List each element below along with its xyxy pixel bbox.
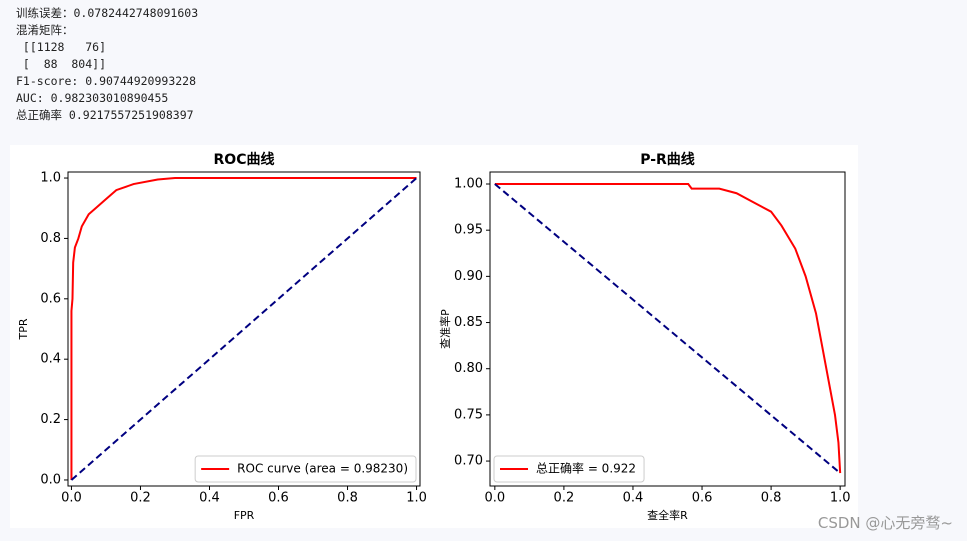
y-tick-label: 0.8 xyxy=(40,231,61,246)
x-tick-label: 0.4 xyxy=(199,491,220,506)
chart-title: P-R曲线 xyxy=(640,151,695,168)
series-line xyxy=(494,183,842,474)
y-tick-label: 0.70 xyxy=(454,454,483,469)
console-line: 混淆矩阵： xyxy=(16,23,74,37)
y-tick-label: 1.00 xyxy=(454,177,483,192)
y-axis-label: 查准率P xyxy=(438,309,452,349)
y-tick-label: 0.90 xyxy=(454,269,483,284)
plot-frame xyxy=(489,171,846,487)
x-tick-label: 0.8 xyxy=(337,491,358,506)
y-tick-label: 0.80 xyxy=(454,361,483,376)
x-tick-label: 0.6 xyxy=(268,491,289,506)
x-tick-label: 0.6 xyxy=(692,491,713,506)
watermark: CSDN @心无旁骛~ xyxy=(817,514,953,532)
y-axis-label: TPR xyxy=(17,318,30,340)
y-tick-label: 0.6 xyxy=(40,291,61,306)
plot-frame xyxy=(67,171,421,487)
console-line: AUC: 0.982303010890455 xyxy=(16,91,169,105)
console-line: [ 88 804]] xyxy=(16,57,107,71)
x-tick-label: 0.8 xyxy=(761,491,782,506)
series-line xyxy=(70,177,418,481)
y-tick-label: 0.2 xyxy=(40,412,61,427)
x-tick-label: 1.0 xyxy=(830,491,851,506)
series-line xyxy=(70,177,417,480)
console-line: 训练误差：0.0782442748091603 xyxy=(16,6,199,20)
legend-box xyxy=(194,455,417,483)
x-tick-label: 0.2 xyxy=(130,491,151,506)
y-tick-label: 0.75 xyxy=(454,407,483,422)
y-tick-label: 0.85 xyxy=(454,315,483,330)
legend-label: ROC curve (area = 0.98230) xyxy=(237,462,408,476)
series-line xyxy=(494,183,841,474)
console-line: 总正确率 0.9217557251908397 xyxy=(16,108,194,122)
console-line: F1-score: 0.90744920993228 xyxy=(16,74,197,88)
y-tick-label: 0.95 xyxy=(454,223,483,238)
x-tick-label: 0.0 xyxy=(61,491,82,506)
x-axis-label: 查全率R xyxy=(647,508,688,522)
legend-box xyxy=(493,455,645,483)
x-tick-label: 0.4 xyxy=(623,491,644,506)
x-tick-label: 0.2 xyxy=(554,491,575,506)
y-tick-label: 0.0 xyxy=(40,472,61,487)
y-tick-label: 1.0 xyxy=(40,171,61,186)
x-axis-label: FPR xyxy=(234,509,255,522)
x-tick-label: 0.0 xyxy=(484,491,505,506)
figure: ROC曲线 FPR TPR 0.0 0.2 0.4 0.6 0.8 1.0 0.0 0.2 0.4 0.… xyxy=(10,145,858,528)
console-output: 训练误差：0.0782442748091603 混淆矩阵： [[1128 76]… xyxy=(16,5,198,124)
x-tick-label: 1.0 xyxy=(406,491,427,506)
chart-title: ROC曲线 xyxy=(214,151,275,168)
console-line: [[1128 76] xyxy=(16,40,107,54)
legend-label: 总正确率 = 0.922 xyxy=(536,461,636,476)
y-tick-label: 0.4 xyxy=(40,352,61,367)
